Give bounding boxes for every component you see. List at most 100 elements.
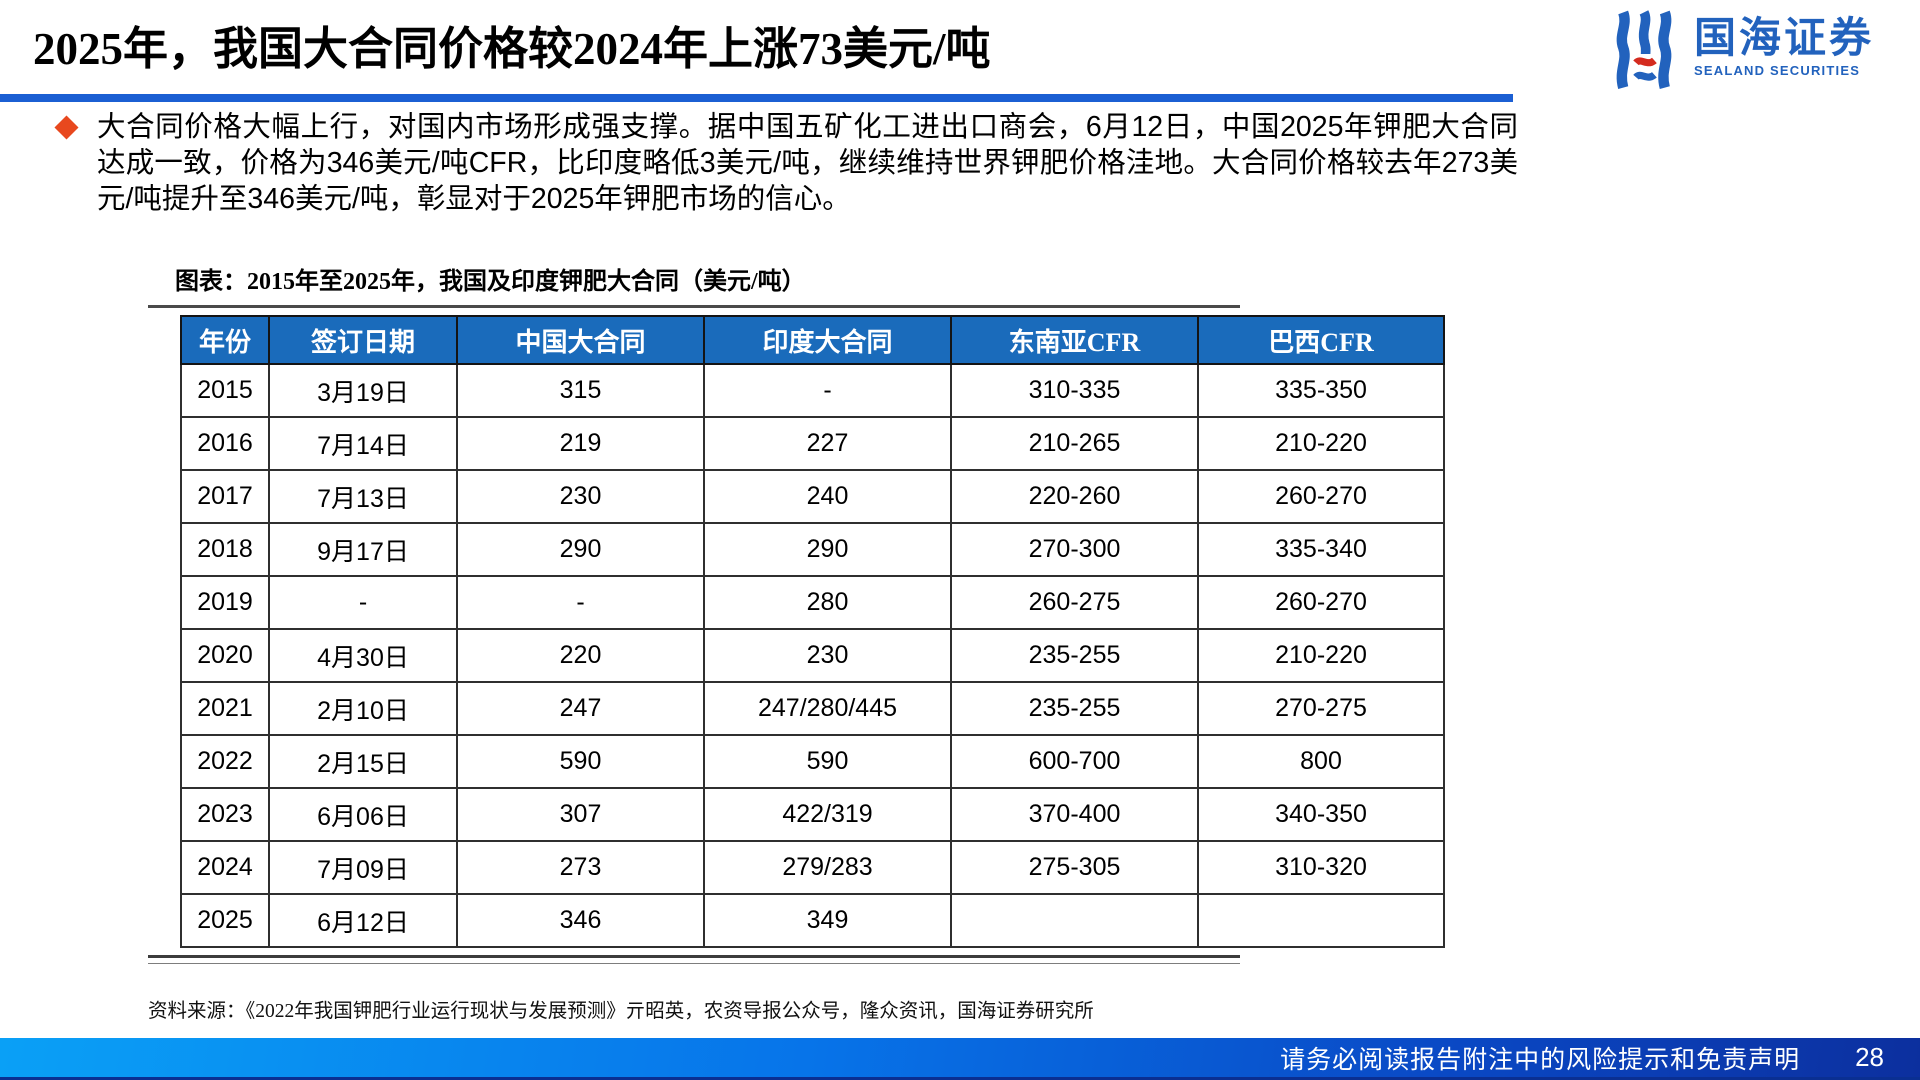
table-cell: 310-335 [950, 363, 1199, 418]
table-bottom-rule [148, 955, 1240, 964]
table-cell: 2024 [180, 840, 270, 895]
table-cell: 230 [703, 628, 952, 683]
table-cell: 2019 [180, 575, 270, 630]
table-cell: 210-220 [1197, 628, 1445, 683]
caption-rule [148, 305, 1240, 308]
table-cell: 260-275 [950, 575, 1199, 630]
table-cell: 2018 [180, 522, 270, 577]
table-cell: 9月17日 [268, 522, 458, 577]
table-cell: 227 [703, 416, 952, 471]
table-cell: 220-260 [950, 469, 1199, 524]
table-cell: 7月13日 [268, 469, 458, 524]
potash-table: 年份 签订日期 中国大合同 印度大合同 东南亚CFR 巴西CFR 2015 3月19日 315… [180, 315, 1445, 948]
sealand-logo-icon [1616, 10, 1672, 89]
table-cell: 590 [703, 734, 952, 789]
table-row: 2016 7月14日 219 227 210-265 210-220 [180, 416, 1445, 471]
table-row: 2022 2月15日 590 590 600-700 800 [180, 734, 1445, 789]
table-cell: 290 [703, 522, 952, 577]
table-cell: 3月19日 [268, 363, 458, 418]
company-logo: 国海证券 SEALAND SECURITIES [1612, 10, 1874, 90]
page-number: 28 [1855, 1042, 1884, 1072]
table-cell: - [268, 575, 458, 630]
table-cell: 247 [456, 681, 705, 736]
bullet-block: 大合同价格大幅上行，对国内市场形成强支撑。据中国五矿化工进出口商会，6月12日，… [54, 110, 1518, 218]
table-cell: 340-350 [1197, 787, 1445, 842]
table-cell: 235-255 [950, 681, 1199, 736]
column-header: 中国大合同 [456, 315, 705, 365]
table-cell: 2017 [180, 469, 270, 524]
table-cell: 2016 [180, 416, 270, 471]
table-cell: 315 [456, 363, 705, 418]
table-cell: 230 [456, 469, 705, 524]
table-cell: 220 [456, 628, 705, 683]
table-cell: 219 [456, 416, 705, 471]
table-cell: 422/319 [703, 787, 952, 842]
table-cell: 600-700 [950, 734, 1199, 789]
table-cell: 2022 [180, 734, 270, 789]
table-cell: 7月14日 [268, 416, 458, 471]
table-cell: 247/280/445 [703, 681, 952, 736]
table-cell [1197, 893, 1445, 948]
page-title: 2025年，我国大合同价格较2024年上涨73美元/吨 [33, 24, 991, 74]
table-row: 2015 3月19日 315-310-335 335-350 [180, 363, 1445, 418]
table-cell: 2023 [180, 787, 270, 842]
table-cell: 335-340 [1197, 522, 1445, 577]
table-header-row: 年份 签订日期 中国大合同 印度大合同 东南亚CFR 巴西CFR [180, 315, 1445, 365]
table-cell: 6月12日 [268, 893, 458, 948]
logo-text: 国海证券 SEALAND SECURITIES [1694, 14, 1874, 78]
table-row: 2025 6月12日 346 349 [180, 893, 1445, 948]
table-cell: 235-255 [950, 628, 1199, 683]
table-cell: 335-350 [1197, 363, 1445, 418]
title-divider [0, 94, 1513, 102]
table-cell: 2020 [180, 628, 270, 683]
table-cell: 240 [703, 469, 952, 524]
table-cell: 349 [703, 893, 952, 948]
table-row: 2019- -280 260-275 260-270 [180, 575, 1445, 630]
table-cell: 800 [1197, 734, 1445, 789]
table-cell: 310-320 [1197, 840, 1445, 895]
table-cell: 307 [456, 787, 705, 842]
table-cell: 4月30日 [268, 628, 458, 683]
table-cell: 2月15日 [268, 734, 458, 789]
table-row: 2020 4月30日 220 230 235-255 210-220 [180, 628, 1445, 683]
table-row: 2021 2月10日 247 247/280/445 235-255 270-275 [180, 681, 1445, 736]
chart-caption: 图表：2015年至2025年，我国及印度钾肥大合同（美元/吨） [175, 269, 806, 295]
table-cell: 2025 [180, 893, 270, 948]
table-cell: 6月06日 [268, 787, 458, 842]
table-cell: 270-300 [950, 522, 1199, 577]
table-cell: - [703, 363, 952, 418]
table-row: 2023 6月06日 307 422/319 370-400 340-350 [180, 787, 1445, 842]
table-cell: 2021 [180, 681, 270, 736]
table-cell: 275-305 [950, 840, 1199, 895]
table-cell: 273 [456, 840, 705, 895]
column-header: 东南亚CFR [950, 315, 1199, 365]
table-row: 2017 7月13日 230 240 220-260 260-270 [180, 469, 1445, 524]
source-line: 资料来源：《2022年我国钾肥行业运行现状与发展预测》亓昭英，农资导报公众号，隆… [148, 1001, 1094, 1022]
table-cell: - [456, 575, 705, 630]
column-header: 年份 [180, 315, 270, 365]
footer-disclaimer: 请务必阅读报告附注中的风险提示和免责声明 [1280, 1045, 1801, 1074]
table-cell: 280 [703, 575, 952, 630]
table-cell: 210-220 [1197, 416, 1445, 471]
table-cell: 260-270 [1197, 575, 1445, 630]
table-cell: 346 [456, 893, 705, 948]
table-cell: 260-270 [1197, 469, 1445, 524]
table-row: 2018 9月17日 290 290 270-300 335-340 [180, 522, 1445, 577]
column-header: 签订日期 [268, 315, 458, 365]
diamond-bullet-icon [54, 115, 79, 140]
bullet-paragraph: 大合同价格大幅上行，对国内市场形成强支撑。据中国五矿化工进出口商会，6月12日，… [97, 111, 1518, 215]
footer-bar: 请务必阅读报告附注中的风险提示和免责声明 28 [0, 1038, 1920, 1080]
column-header: 印度大合同 [703, 315, 952, 365]
table-cell: 270-275 [1197, 681, 1445, 736]
table-cell: 370-400 [950, 787, 1199, 842]
table-cell: 210-265 [950, 416, 1199, 471]
table-cell: 2015 [180, 363, 270, 418]
table-cell: 7月09日 [268, 840, 458, 895]
table-cell: 2月10日 [268, 681, 458, 736]
table-cell: 290 [456, 522, 705, 577]
table-cell: 590 [456, 734, 705, 789]
table-row: 2024 7月09日 273 279/283 275-305 310-320 [180, 840, 1445, 895]
logo-name-en: SEALAND SECURITIES [1694, 63, 1861, 79]
table-cell [950, 893, 1199, 948]
